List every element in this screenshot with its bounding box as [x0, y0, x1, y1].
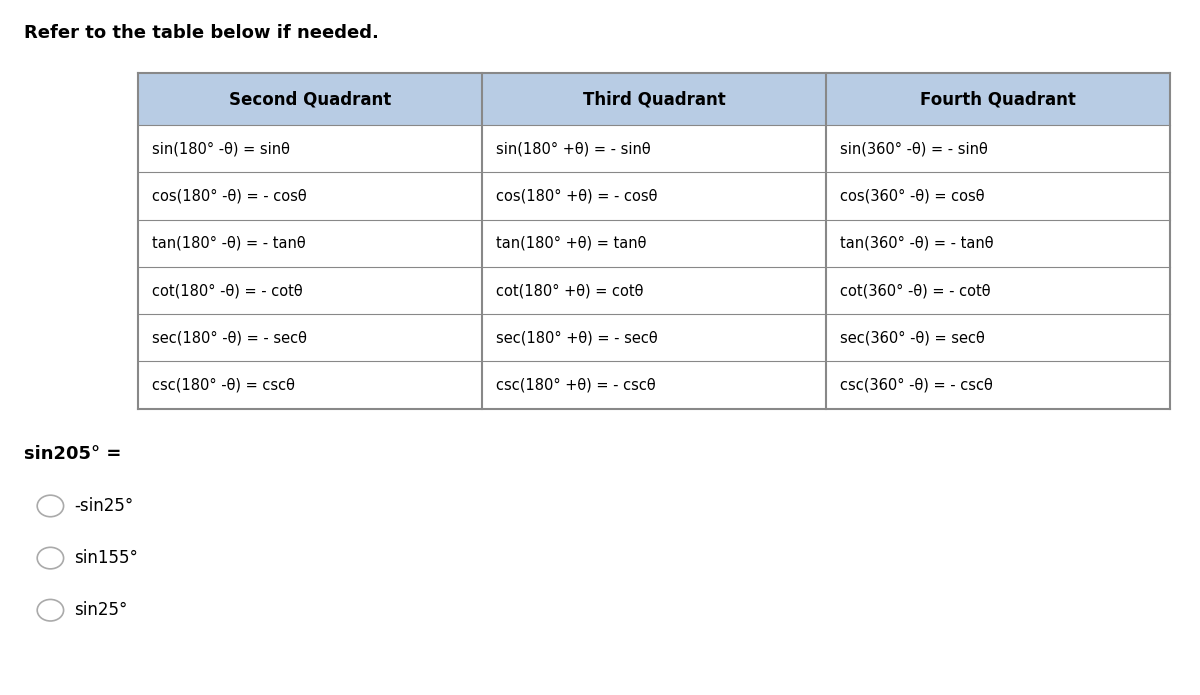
- Bar: [826, 267, 1170, 314]
- Text: sec(180° -θ) = - secθ: sec(180° -θ) = - secθ: [152, 330, 307, 345]
- Bar: [138, 172, 482, 220]
- Bar: [826, 125, 1170, 172]
- Text: sin(360° -θ) = - sinθ: sin(360° -θ) = - sinθ: [840, 141, 988, 156]
- Text: cos(360° -θ) = cosθ: cos(360° -θ) = cosθ: [840, 188, 985, 204]
- Ellipse shape: [37, 599, 64, 621]
- Text: csc(360° -θ) = - cscθ: csc(360° -θ) = - cscθ: [840, 377, 994, 393]
- Bar: [138, 125, 482, 172]
- Text: csc(180° +θ) = - cscθ: csc(180° +θ) = - cscθ: [497, 377, 656, 393]
- Bar: [826, 172, 1170, 220]
- Text: sin(180° -θ) = sinθ: sin(180° -θ) = sinθ: [152, 141, 290, 156]
- Text: tan(360° -θ) = - tanθ: tan(360° -θ) = - tanθ: [840, 236, 994, 251]
- Bar: [826, 361, 1170, 409]
- Bar: [482, 125, 826, 172]
- Text: tan(180° -θ) = - tanθ: tan(180° -θ) = - tanθ: [152, 236, 306, 251]
- Bar: [138, 267, 482, 314]
- Text: sin(180° +θ) = - sinθ: sin(180° +θ) = - sinθ: [497, 141, 652, 156]
- Text: cot(360° -θ) = - cotθ: cot(360° -θ) = - cotθ: [840, 283, 991, 298]
- Ellipse shape: [37, 548, 64, 569]
- Bar: [826, 314, 1170, 361]
- Text: Fourth Quadrant: Fourth Quadrant: [920, 90, 1076, 108]
- Text: cot(180° +θ) = cotθ: cot(180° +θ) = cotθ: [497, 283, 643, 298]
- Bar: [138, 361, 482, 409]
- Text: Third Quadrant: Third Quadrant: [583, 90, 725, 108]
- Bar: [138, 73, 482, 125]
- Text: sin155°: sin155°: [74, 549, 138, 567]
- Bar: [482, 73, 826, 125]
- Bar: [826, 73, 1170, 125]
- Text: cos(180° +θ) = - cosθ: cos(180° +θ) = - cosθ: [497, 188, 658, 204]
- Bar: [138, 314, 482, 361]
- Bar: [482, 220, 826, 267]
- Bar: [482, 267, 826, 314]
- Bar: [482, 172, 826, 220]
- Text: Refer to the table below if needed.: Refer to the table below if needed.: [24, 24, 379, 42]
- Bar: [482, 314, 826, 361]
- Text: Second Quadrant: Second Quadrant: [229, 90, 391, 108]
- Text: -sin25°: -sin25°: [74, 497, 133, 515]
- Bar: [482, 361, 826, 409]
- Text: sin25°: sin25°: [74, 601, 127, 619]
- Text: cot(180° -θ) = - cotθ: cot(180° -θ) = - cotθ: [152, 283, 304, 298]
- Bar: [138, 220, 482, 267]
- Text: sin205° =: sin205° =: [24, 445, 121, 463]
- Text: csc(180° -θ) = cscθ: csc(180° -θ) = cscθ: [152, 377, 295, 393]
- Bar: [826, 220, 1170, 267]
- Text: sec(360° -θ) = secθ: sec(360° -θ) = secθ: [840, 330, 985, 345]
- Ellipse shape: [37, 495, 64, 517]
- Text: sec(180° +θ) = - secθ: sec(180° +θ) = - secθ: [497, 330, 658, 345]
- Text: cos(180° -θ) = - cosθ: cos(180° -θ) = - cosθ: [152, 188, 307, 204]
- Text: tan(180° +θ) = tanθ: tan(180° +θ) = tanθ: [497, 236, 647, 251]
